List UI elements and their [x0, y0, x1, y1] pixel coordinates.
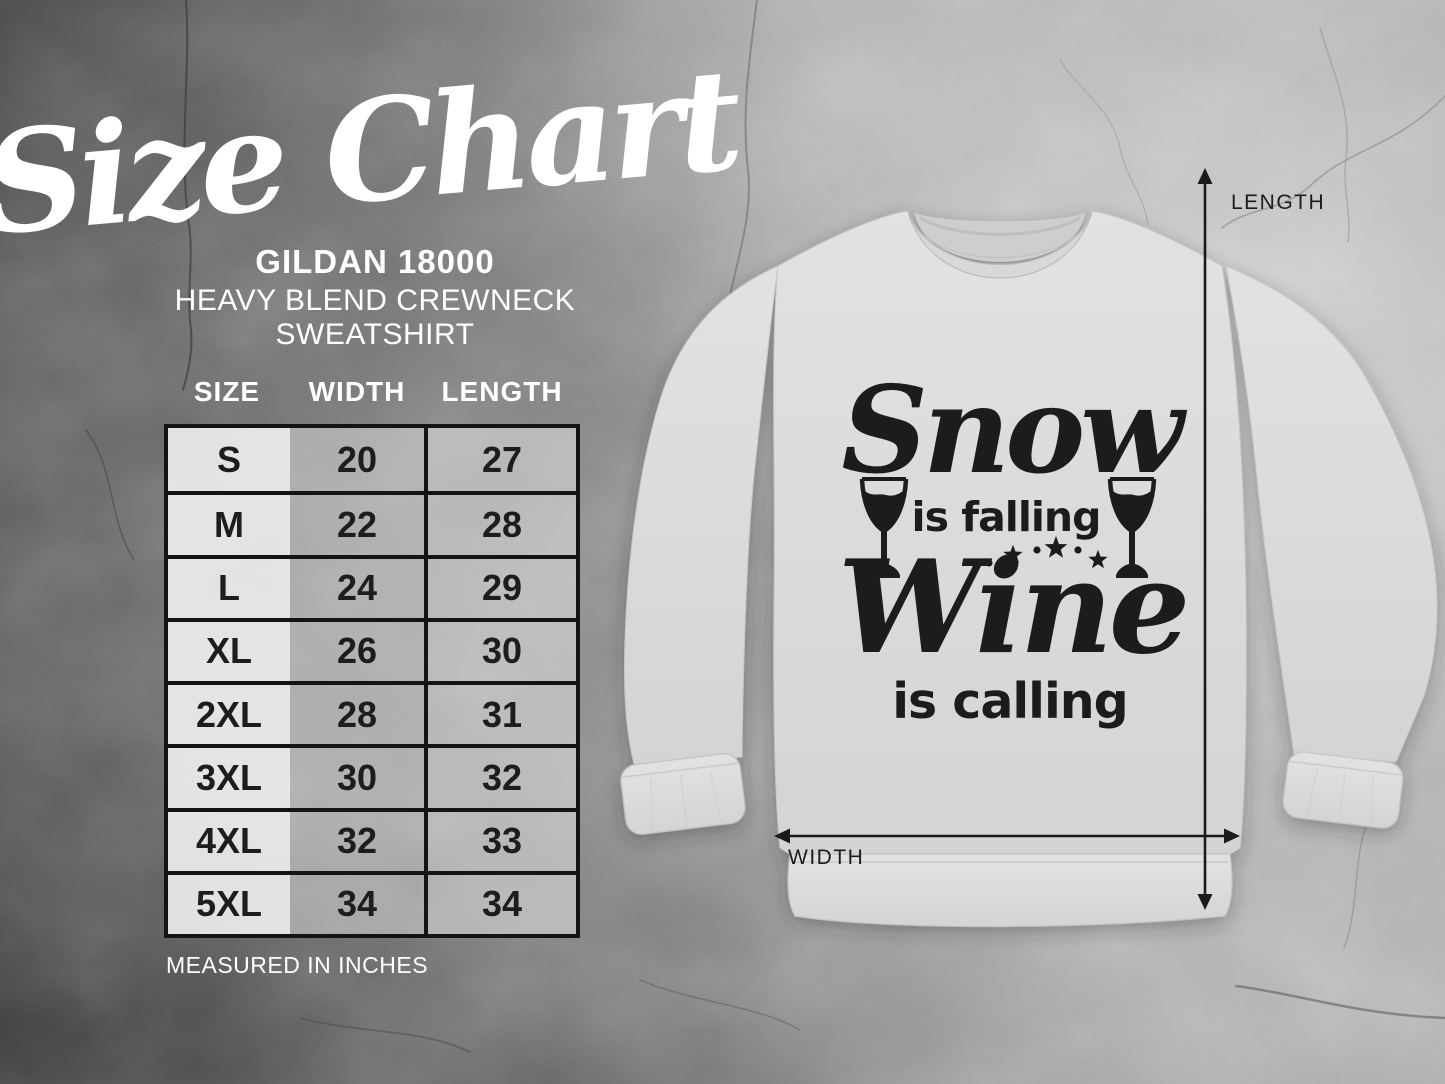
cell-size: 2XL [168, 685, 290, 745]
dot-icon [985, 559, 993, 567]
cell-length: 27 [424, 428, 576, 492]
table-row: 4XL 32 33 [168, 807, 576, 871]
print-is-falling: is falling [912, 493, 1101, 541]
sweatshirt-right-sleeve [1225, 265, 1438, 763]
product-name: HEAVY BLEND CREWNECK SWEATSHIRT [174, 284, 576, 351]
print-is-calling: is calling [892, 673, 1127, 730]
sweatshirt-left-sleeve [623, 265, 779, 765]
dot-icon [1033, 546, 1041, 554]
cell-size: 4XL [168, 811, 290, 871]
cell-width: 32 [290, 811, 424, 871]
column-header-width: WIDTH [308, 376, 406, 407]
table-row: 2XL 28 31 [168, 681, 576, 745]
arrow-right-icon [1224, 828, 1240, 844]
table-row: L 24 29 [168, 554, 576, 618]
cell-width: 30 [290, 748, 424, 808]
chest-print: Snow is falling Wine is calling [838, 360, 1193, 730]
table-row: S 20 27 [168, 428, 576, 492]
collar-rib [907, 211, 1093, 279]
column-header-length: LENGTH [441, 376, 563, 407]
table-footnote: MEASURED IN INCHES [166, 952, 429, 978]
product-code: GILDAN 18000 [255, 243, 495, 280]
stars-and-dots [985, 536, 1108, 569]
hem-band [787, 853, 1233, 928]
cell-width: 26 [290, 621, 424, 681]
cell-width: 20 [290, 428, 424, 492]
table-row: XL 26 30 [168, 617, 576, 681]
table-row: 5XL 34 34 [168, 870, 576, 934]
cell-width: 34 [290, 874, 424, 934]
cell-width: 28 [290, 685, 424, 745]
sweatshirt: Snow is falling Wine is calling [620, 210, 1438, 928]
dot-icon [1074, 546, 1082, 554]
cell-length: 33 [424, 811, 576, 871]
table-row: 3XL 30 32 [168, 744, 576, 808]
length-label: LENGTH [1231, 191, 1325, 214]
left-cuff [620, 753, 746, 835]
cell-size: L [168, 558, 290, 618]
arrow-up-icon [1197, 168, 1213, 184]
cell-size: XL [168, 621, 290, 681]
width-label: WIDTH [788, 846, 864, 869]
size-table-header: SIZE WIDTH LENGTH [164, 370, 580, 414]
cell-width: 22 [290, 495, 424, 555]
right-cuff [1282, 751, 1404, 829]
size-table: S 20 27 M 22 28 L 24 29 XL 26 30 2XL 28 … [164, 424, 580, 938]
arrow-down-icon [1197, 894, 1213, 910]
collar-opening [915, 213, 1085, 262]
collar-shadow [919, 216, 1081, 236]
cell-width: 24 [290, 558, 424, 618]
cell-length: 34 [424, 874, 576, 934]
cell-length: 32 [424, 748, 576, 808]
cell-size: 3XL [168, 748, 290, 808]
collar-stitch [912, 225, 1088, 259]
cell-length: 29 [424, 558, 576, 618]
cell-size: 5XL [168, 874, 290, 934]
measurement-arrows [774, 168, 1240, 910]
cell-length: 28 [424, 495, 576, 555]
table-row: M 22 28 [168, 491, 576, 555]
cell-size: S [168, 428, 290, 492]
column-header-size: SIZE [193, 376, 261, 407]
print-wine: Wine [838, 533, 1187, 683]
cell-length: 30 [424, 621, 576, 681]
cell-length: 31 [424, 685, 576, 745]
arrow-left-icon [774, 828, 790, 844]
cell-size: M [168, 495, 290, 555]
